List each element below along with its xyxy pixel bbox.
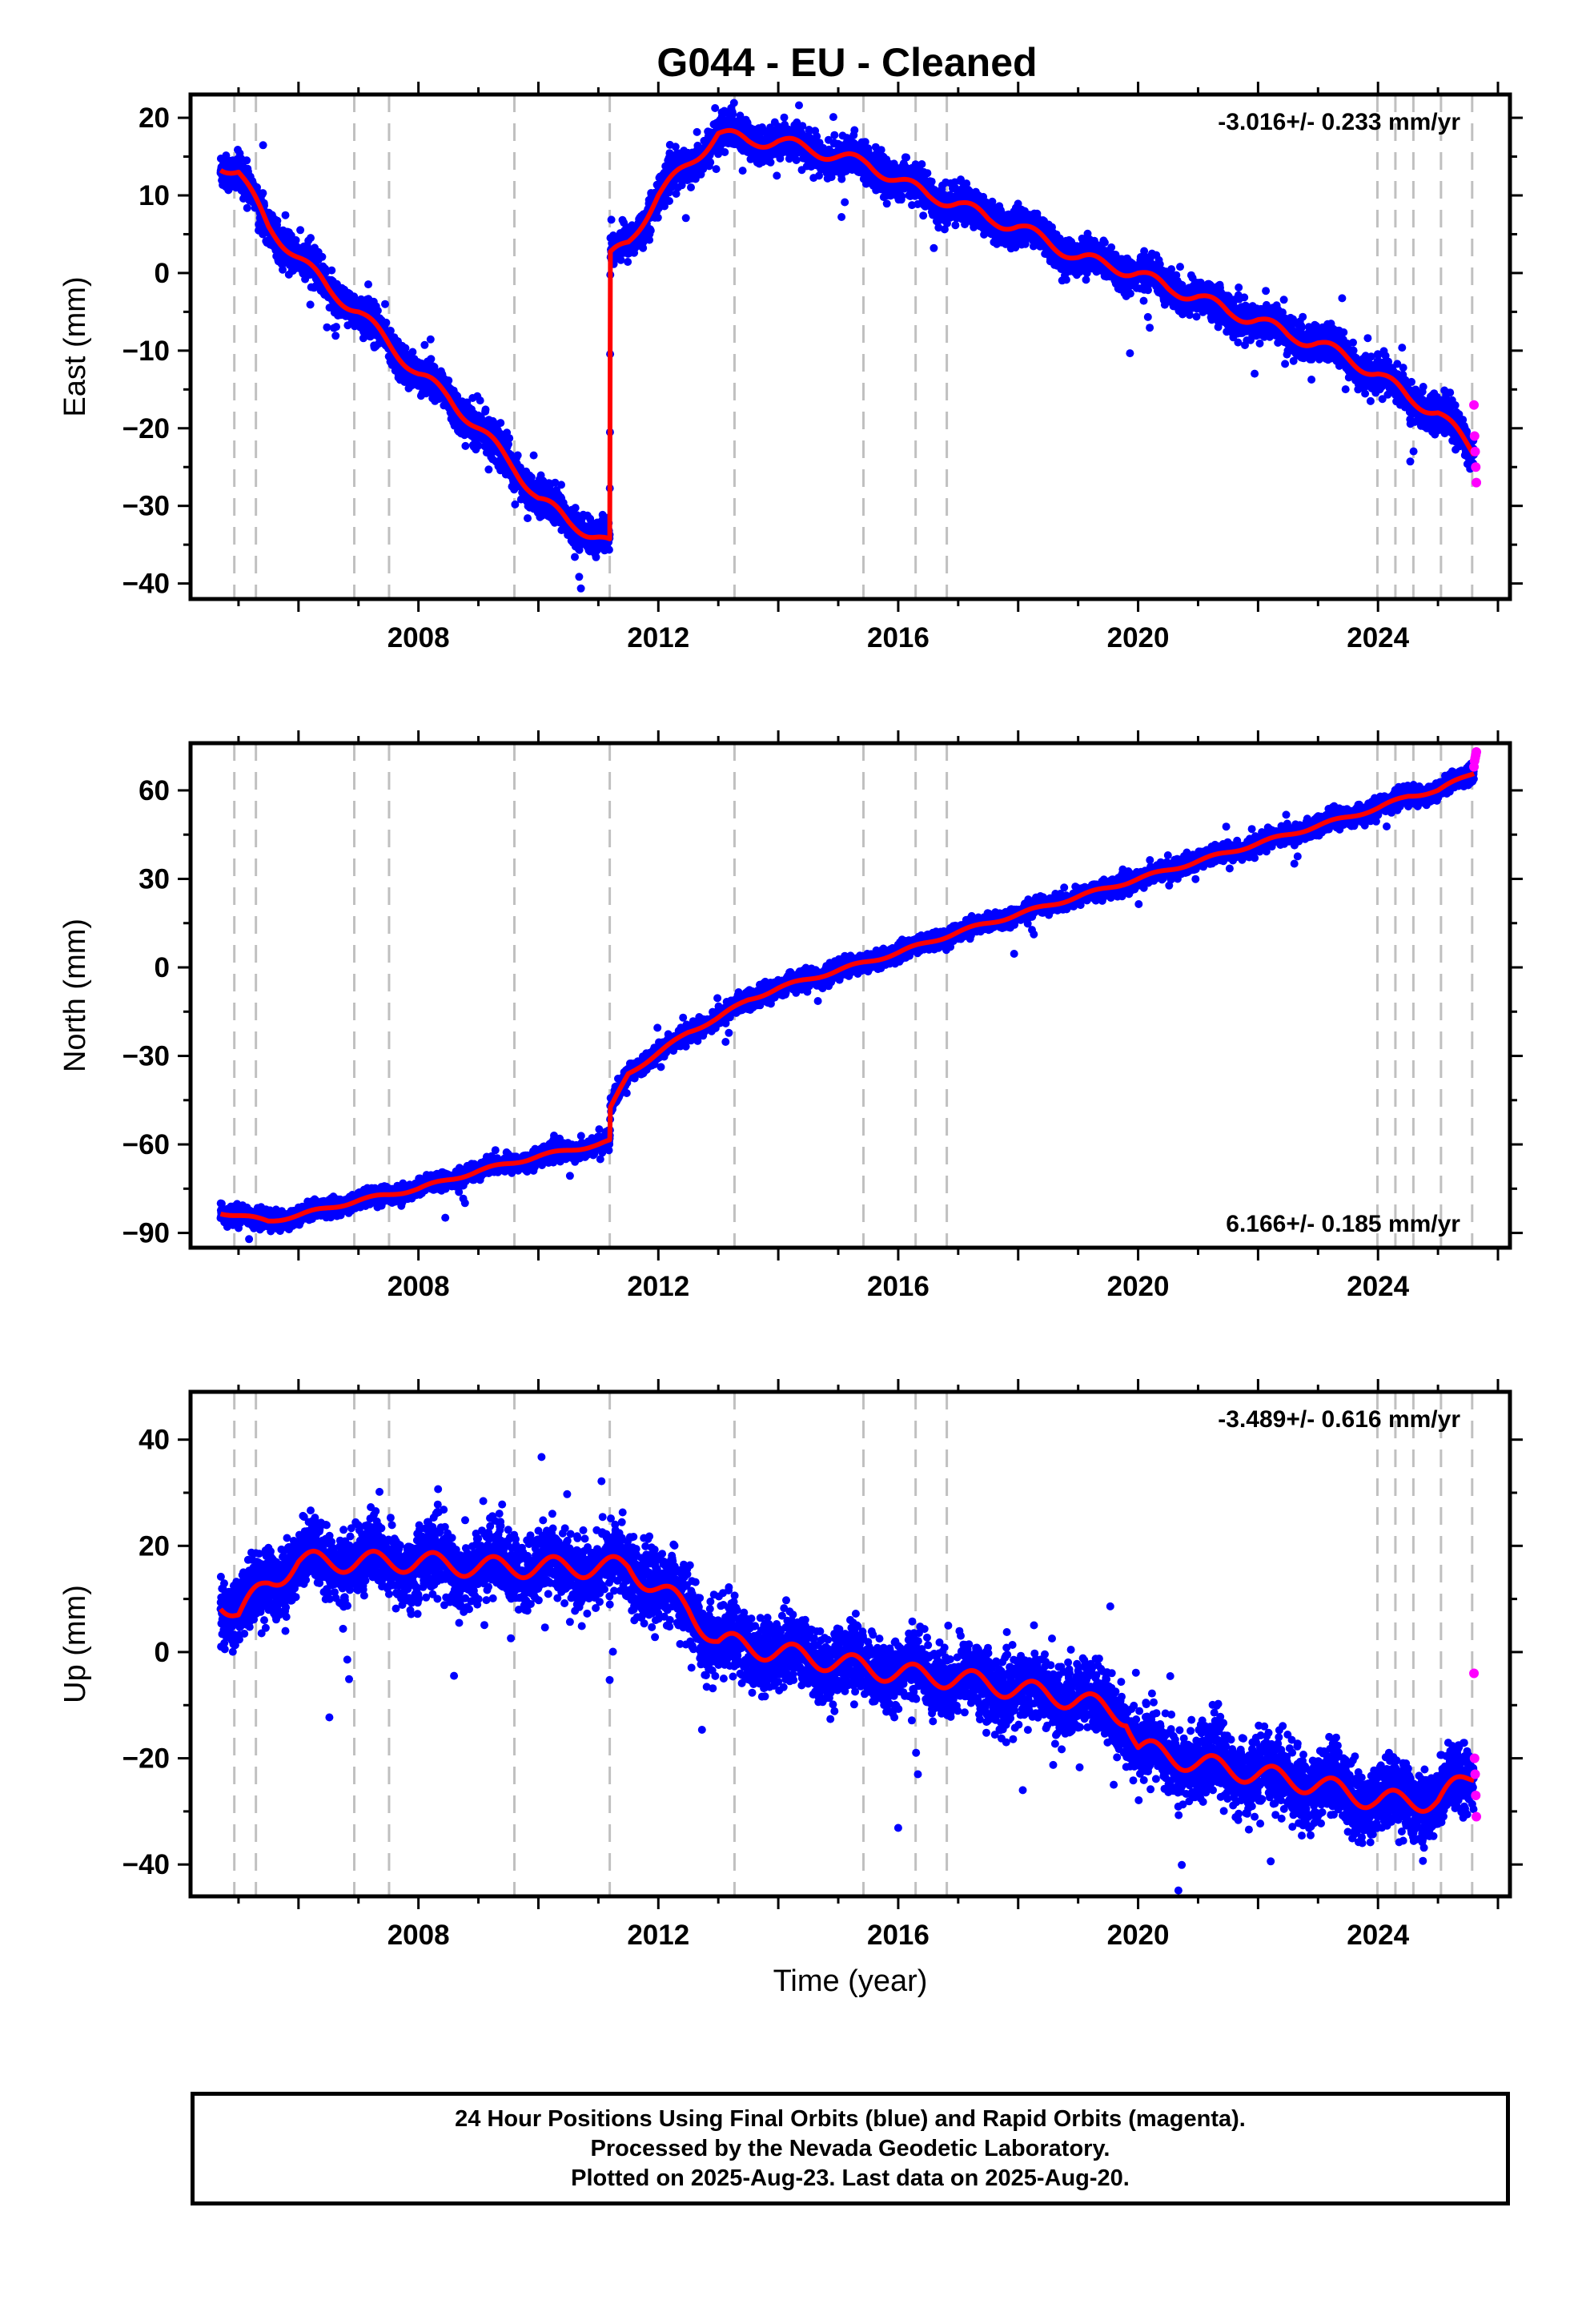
- final-orbit-point: [766, 158, 775, 167]
- final-orbit-point: [575, 573, 584, 581]
- final-orbit-point: [902, 153, 911, 162]
- final-orbit-point: [923, 169, 932, 178]
- final-orbit-point: [505, 434, 514, 443]
- final-orbit-point: [693, 127, 701, 136]
- final-orbit-point: [332, 323, 340, 332]
- final-orbit-point: [729, 99, 738, 107]
- final-orbit-point: [837, 213, 846, 221]
- final-orbit-point: [616, 255, 625, 264]
- final-orbit-point: [476, 396, 484, 405]
- final-orbit-point: [381, 300, 389, 308]
- final-orbit-point: [795, 101, 803, 110]
- final-orbit-point: [259, 189, 267, 198]
- final-orbit-point: [706, 158, 715, 167]
- final-orbit-point: [408, 348, 417, 356]
- final-orbit-point: [279, 265, 287, 274]
- final-orbit-point: [331, 332, 340, 340]
- final-orbit-point: [373, 306, 382, 315]
- final-orbit-point: [897, 192, 906, 201]
- final-orbit-point: [426, 335, 435, 344]
- final-orbit-point: [306, 300, 315, 309]
- final-orbit-point: [420, 340, 429, 349]
- final-orbit-point: [711, 104, 720, 112]
- final-orbit-point: [927, 177, 936, 186]
- final-orbit-point: [877, 146, 885, 155]
- final-orbit-point: [576, 584, 585, 593]
- final-orbit-point: [323, 323, 331, 332]
- final-orbit-point: [281, 211, 290, 219]
- plot-title: G044 - EU - Cleaned: [656, 40, 1037, 85]
- final-orbit-point: [243, 203, 251, 212]
- final-orbit-point: [738, 167, 747, 175]
- final-orbit-point: [773, 171, 781, 180]
- final-orbit-point: [296, 226, 305, 235]
- final-orbit-point: [484, 465, 493, 474]
- final-orbit-point: [665, 197, 673, 205]
- final-orbit-point: [729, 110, 737, 119]
- final-orbit-point: [291, 235, 300, 244]
- final-orbit-point: [917, 160, 926, 168]
- final-orbit-point: [646, 226, 655, 235]
- final-orbit-point: [557, 480, 565, 489]
- final-orbit-point: [461, 441, 470, 450]
- final-orbit-point: [653, 213, 662, 222]
- final-orbit-point: [529, 451, 538, 460]
- final-orbit-point: [687, 183, 695, 191]
- final-orbit-point: [850, 126, 859, 135]
- final-orbit-point: [712, 165, 721, 174]
- final-orbit-point: [930, 243, 938, 252]
- final-orbit-points: [216, 94, 1478, 593]
- final-orbit-point: [382, 318, 391, 327]
- final-orbit-point: [681, 214, 690, 223]
- final-orbit-point: [830, 131, 839, 139]
- east-panel: 2008 2012 2016 2020 2024−40−30−20−1001020Eas…: [58, 82, 1523, 653]
- final-orbit-point: [350, 292, 359, 301]
- final-orbit-point: [919, 211, 928, 220]
- final-orbit-point: [837, 175, 846, 183]
- final-orbit-point: [327, 266, 336, 275]
- final-orbit-point: [243, 156, 251, 165]
- final-orbit-point: [318, 252, 327, 261]
- plot-area: [216, 94, 1482, 599]
- final-orbit-point: [481, 405, 490, 414]
- final-orbit-point: [524, 514, 532, 523]
- final-orbit-point: [259, 141, 267, 150]
- final-orbit-point: [604, 545, 613, 554]
- final-orbit-point: [792, 156, 801, 164]
- final-orbit-point: [427, 355, 436, 364]
- final-orbit-point: [624, 258, 632, 266]
- final-orbit-point: [882, 199, 891, 208]
- final-orbit-point: [951, 221, 960, 230]
- final-orbit-point: [444, 376, 453, 385]
- final-orbit-point: [592, 553, 600, 561]
- final-orbit-point: [607, 215, 616, 224]
- final-orbit-point: [513, 451, 522, 460]
- final-orbit-point: [364, 280, 372, 289]
- final-orbit-point: [829, 113, 837, 122]
- final-orbit-point: [841, 198, 849, 207]
- final-orbit-point: [307, 234, 315, 243]
- final-orbit-point: [571, 553, 579, 561]
- final-orbit-point: [273, 216, 282, 225]
- final-orbit-point: [721, 148, 729, 156]
- final-orbit-point: [496, 419, 505, 428]
- final-orbit-point: [780, 113, 789, 122]
- final-orbit-point: [571, 504, 580, 513]
